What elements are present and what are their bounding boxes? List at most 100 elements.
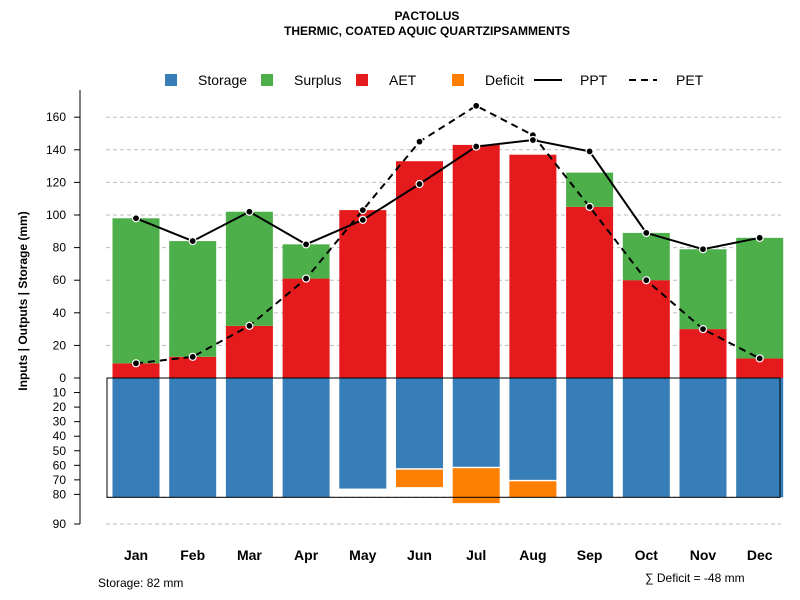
y-tick-label: 40 bbox=[53, 306, 67, 320]
ppt-point bbox=[585, 147, 594, 156]
pet-point bbox=[188, 352, 197, 361]
ppt-point bbox=[528, 135, 538, 145]
pet-point bbox=[415, 137, 424, 146]
storage-bar bbox=[339, 378, 387, 489]
legend-label: AET bbox=[389, 72, 417, 88]
pet-point bbox=[131, 359, 141, 368]
x-tick-label: Dec bbox=[747, 547, 773, 563]
pet-point bbox=[472, 101, 481, 110]
legend-label: Storage bbox=[198, 72, 247, 88]
legend-label: PPT bbox=[580, 72, 608, 88]
y-tick-label: 40 bbox=[53, 429, 67, 443]
ppt-point bbox=[642, 228, 651, 238]
pet-point bbox=[642, 276, 651, 285]
x-tick-label: Mar bbox=[237, 547, 262, 563]
aet-bar bbox=[225, 325, 273, 378]
aet-bar bbox=[566, 206, 614, 378]
y-tick-label: 10 bbox=[53, 386, 67, 400]
aet-bar bbox=[396, 161, 443, 378]
aet-bar bbox=[452, 144, 500, 378]
y-tick-label: 20 bbox=[53, 338, 67, 352]
pet-point bbox=[698, 325, 708, 334]
x-tick-label: Aug bbox=[519, 547, 546, 563]
ppt-point bbox=[245, 207, 254, 216]
y-tick-label: 30 bbox=[53, 415, 67, 429]
surplus-bar bbox=[112, 218, 160, 364]
aet-bar bbox=[339, 210, 387, 378]
aet-bar bbox=[736, 358, 784, 378]
y-tick-label: 120 bbox=[46, 175, 66, 189]
x-tick-label: Sep bbox=[577, 547, 603, 563]
y-tick-label: 80 bbox=[53, 241, 67, 255]
surplus-bar bbox=[566, 172, 614, 207]
deficit-bar bbox=[452, 468, 500, 504]
aet-bar bbox=[679, 329, 727, 378]
line-series bbox=[131, 101, 764, 368]
y-tick-label: 80 bbox=[53, 487, 67, 501]
storage-bar bbox=[509, 378, 557, 480]
storage-bar bbox=[225, 378, 273, 498]
storage-note: Storage: 82 mm bbox=[98, 576, 184, 590]
axes: 020406080100120140160102030405060708090J… bbox=[46, 90, 773, 563]
x-tick-label: Nov bbox=[690, 547, 717, 563]
y-tick-label: 90 bbox=[53, 517, 67, 531]
legend-swatch bbox=[165, 74, 177, 86]
ppt-point bbox=[415, 179, 424, 189]
storage-bars bbox=[106, 377, 784, 504]
pet-point bbox=[302, 274, 311, 283]
chart-title: PACTOLUS bbox=[395, 9, 460, 23]
legend-swatch bbox=[356, 74, 368, 86]
ppt-line bbox=[135, 139, 760, 251]
surplus-bar bbox=[736, 237, 784, 359]
y-axis-label: Inputs | Outputs | Storage (mm) bbox=[16, 211, 30, 390]
legend-swatch bbox=[452, 74, 464, 86]
aet-bar bbox=[169, 356, 217, 378]
aet-bar bbox=[282, 278, 330, 378]
surplus-bar bbox=[225, 211, 273, 326]
pet-point bbox=[358, 206, 367, 215]
y-tick-label: 20 bbox=[53, 400, 67, 414]
x-tick-label: May bbox=[349, 547, 376, 563]
ppt-point bbox=[302, 240, 311, 249]
storage-bar bbox=[112, 378, 160, 498]
deficit-note: ∑ Deficit = -48 mm bbox=[645, 571, 745, 585]
x-tick-label: Jan bbox=[124, 547, 148, 563]
storage-bar bbox=[679, 378, 727, 498]
ppt-point bbox=[358, 215, 367, 224]
legend-swatch bbox=[261, 74, 273, 86]
storage-capacity-frame bbox=[106, 377, 781, 498]
storage-bar bbox=[566, 378, 614, 498]
ppt-point bbox=[131, 214, 141, 223]
deficit-bar bbox=[396, 469, 443, 488]
ppt-point bbox=[472, 142, 481, 151]
legend: Storage Surplus AET Deficit PPT PET bbox=[165, 72, 704, 88]
surplus-bar bbox=[169, 241, 217, 357]
legend-label: Deficit bbox=[485, 72, 524, 88]
pet-point bbox=[245, 321, 254, 330]
storage-bar bbox=[396, 378, 443, 469]
ppt-point bbox=[755, 233, 764, 242]
aet-bar bbox=[509, 154, 557, 378]
chart-subtitle: THERMIC, COATED AQUIC QUARTZIPSAMMENTS bbox=[284, 24, 570, 38]
x-tick-label: Jul bbox=[466, 547, 486, 563]
legend-label: PET bbox=[676, 72, 704, 88]
storage-bar bbox=[452, 378, 500, 467]
pet-point bbox=[585, 202, 594, 211]
ppt-point bbox=[698, 245, 708, 254]
y-tick-label: 50 bbox=[53, 444, 67, 458]
x-tick-label: Jun bbox=[407, 547, 432, 563]
aet-bar bbox=[112, 363, 160, 378]
surplus-bar bbox=[622, 232, 670, 281]
y-tick-label: 100 bbox=[46, 208, 66, 222]
legend-label: Surplus bbox=[294, 72, 341, 88]
y-tick-label: 60 bbox=[53, 273, 67, 287]
x-tick-label: Apr bbox=[294, 547, 319, 563]
storage-bar bbox=[282, 378, 330, 498]
upper-bars bbox=[112, 144, 784, 378]
storage-bar bbox=[622, 378, 670, 498]
deficit-bar bbox=[509, 481, 557, 498]
storage-bar bbox=[169, 378, 217, 498]
y-tick-label: 160 bbox=[46, 110, 66, 124]
x-tick-label: Feb bbox=[180, 547, 205, 563]
